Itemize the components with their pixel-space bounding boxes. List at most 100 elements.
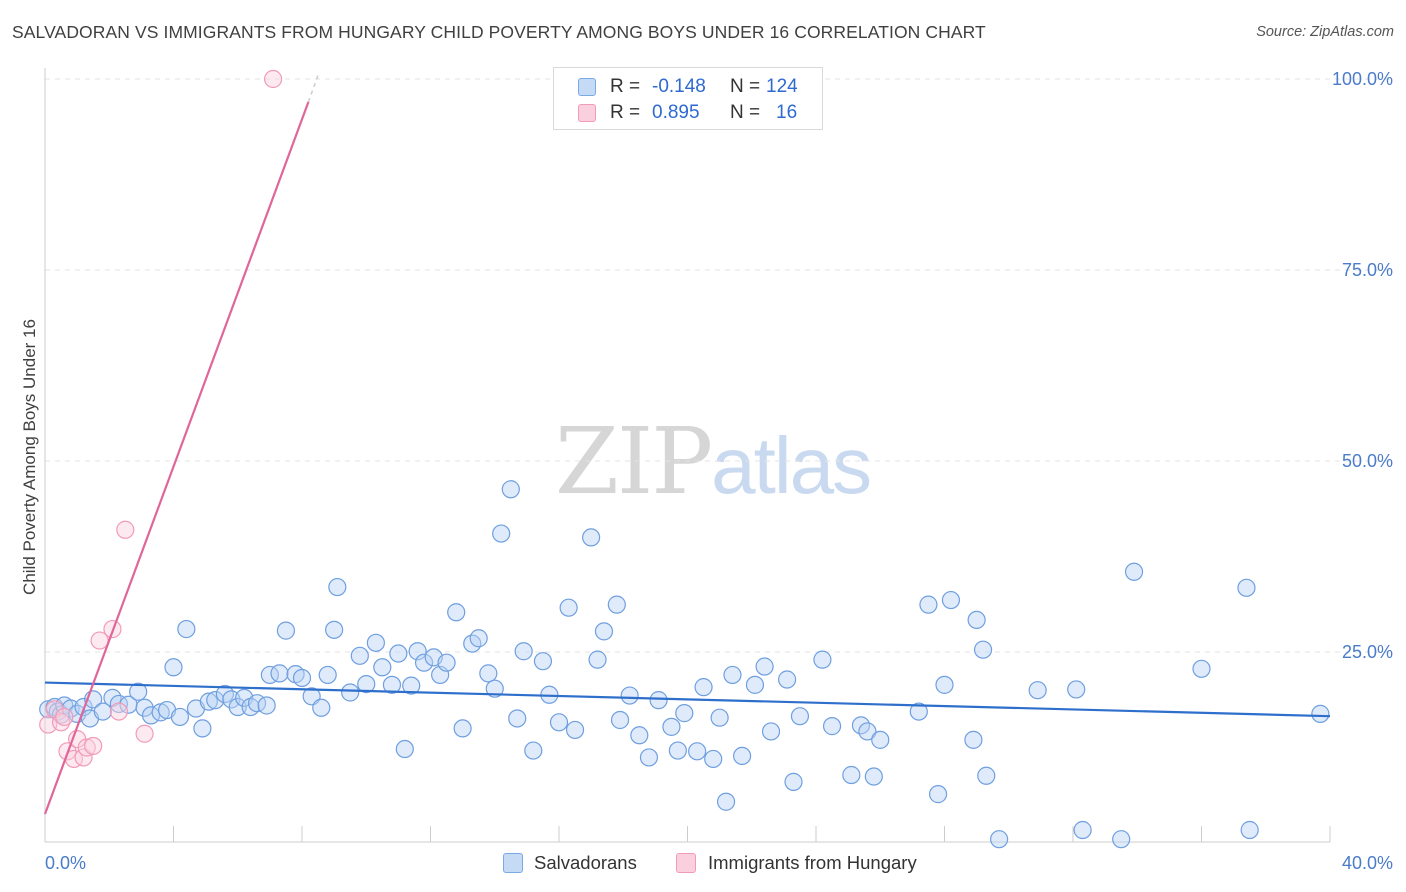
- data-point: [325, 620, 344, 639]
- data-point: [382, 675, 402, 694]
- data-point: [514, 642, 533, 661]
- data-point: [716, 792, 736, 811]
- data-point: [350, 646, 369, 665]
- data-point: [328, 577, 347, 597]
- y-tick-label: 100.0%: [1332, 69, 1393, 89]
- data-point: [479, 664, 498, 683]
- data-point: [733, 746, 752, 766]
- data-point: [206, 691, 225, 710]
- bottom-legend-label: Salvadorans: [534, 852, 637, 873]
- data-point: [594, 622, 614, 641]
- data-point: [822, 717, 842, 736]
- data-point: [524, 741, 543, 760]
- legend-n-value: 124: [766, 76, 798, 97]
- data-point: [1073, 820, 1092, 840]
- data-point: [395, 739, 414, 759]
- salvadorans-points: [39, 480, 1330, 849]
- data-point: [761, 722, 781, 741]
- legend-swatch-hungary: [578, 104, 596, 122]
- data-point: [607, 595, 626, 614]
- data-point: [437, 653, 456, 672]
- data-point: [170, 707, 190, 727]
- data-point: [1067, 680, 1086, 699]
- data-point: [469, 629, 488, 648]
- data-point: [414, 653, 434, 672]
- bottom-legend-label: Immigrants from Hungary: [708, 852, 917, 873]
- data-point: [93, 702, 112, 721]
- data-point: [116, 520, 135, 539]
- data-point: [710, 708, 729, 727]
- data-point: [408, 642, 427, 661]
- data-point: [582, 528, 601, 547]
- data-point: [389, 644, 408, 663]
- data-point: [77, 738, 96, 757]
- data-point: [694, 678, 713, 697]
- bottom-legend-swatch: [503, 853, 523, 873]
- tick-labels: 25.0% 50.0% 75.0% 100.0% 0.0% 40.0%: [45, 69, 1393, 873]
- data-point: [935, 675, 954, 694]
- y-tick-label: 50.0%: [1342, 451, 1393, 471]
- data-point: [357, 674, 376, 694]
- data-point: [1124, 562, 1144, 581]
- data-point: [675, 704, 694, 723]
- data-point: [453, 719, 472, 738]
- data-point: [977, 766, 996, 785]
- data-point: [501, 480, 520, 499]
- data-point: [1112, 830, 1131, 849]
- data-point: [55, 707, 74, 727]
- grid-lines: [45, 78, 1393, 653]
- data-point: [485, 679, 504, 698]
- data-point: [973, 640, 993, 659]
- x-tick-label: 40.0%: [1342, 853, 1393, 873]
- data-point: [373, 658, 392, 677]
- data-point: [1028, 681, 1047, 700]
- trend-lines: [43, 74, 1331, 815]
- watermark: ZIPatlas: [555, 408, 872, 515]
- data-point: [84, 736, 103, 756]
- salvadorans-trend-line: [44, 681, 1331, 718]
- legend-n-value: 16: [776, 102, 798, 123]
- data-point: [177, 619, 196, 639]
- data-point: [276, 621, 296, 640]
- data-point: [588, 650, 607, 669]
- data-point: [1237, 578, 1256, 597]
- data-point: [1240, 820, 1259, 840]
- data-point: [639, 748, 659, 767]
- data-point: [688, 742, 707, 761]
- data-point: [871, 730, 890, 749]
- data-point: [1192, 659, 1211, 678]
- chart-source: Source: ZipAtlas.com: [1256, 24, 1394, 40]
- data-point: [745, 675, 765, 694]
- legend-r-value: -0.148: [652, 76, 706, 97]
- data-point: [967, 610, 986, 630]
- data-point: [270, 664, 289, 683]
- data-point: [909, 702, 928, 721]
- data-point: [1311, 704, 1330, 723]
- data-point: [492, 524, 511, 543]
- legend-n-label: N =: [730, 76, 761, 97]
- data-point: [292, 668, 312, 688]
- data-point: [858, 722, 877, 741]
- x-tick-label: 0.0%: [45, 853, 86, 873]
- data-point: [813, 650, 832, 669]
- legend-r-value: 0.895: [652, 102, 700, 123]
- data-point: [755, 657, 774, 676]
- data-point: [549, 713, 569, 732]
- data-point: [199, 692, 218, 711]
- data-point: [919, 595, 938, 614]
- y-tick-label: 75.0%: [1342, 260, 1393, 280]
- watermark-atlas: atlas: [711, 421, 872, 510]
- data-point: [610, 710, 630, 730]
- data-point: [51, 713, 71, 732]
- data-point: [135, 724, 154, 743]
- data-point: [662, 717, 681, 736]
- data-point: [129, 682, 148, 701]
- legend-swatch-salvadorans: [578, 78, 596, 96]
- data-point: [964, 730, 983, 749]
- data-point: [565, 720, 585, 740]
- data-point: [941, 590, 961, 610]
- data-point: [508, 709, 527, 728]
- y-axis-label: Child Poverty Among Boys Under 16: [20, 319, 39, 595]
- data-point: [341, 683, 360, 702]
